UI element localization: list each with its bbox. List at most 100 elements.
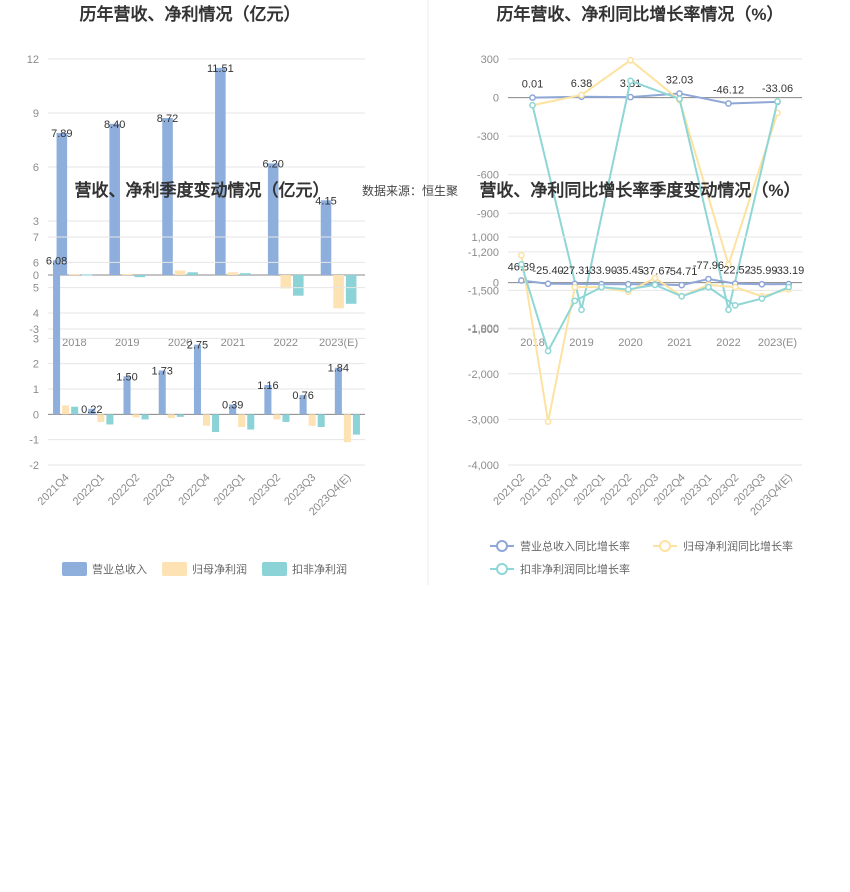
y-tick-label: -4,000 (468, 460, 499, 472)
bar-net-profit (174, 270, 186, 275)
bar-data-label: 8.72 (157, 113, 178, 125)
series-point (705, 283, 712, 291)
bar-deducted-profit (240, 273, 251, 275)
point-data-label: 0.01 (522, 79, 543, 91)
bar-net-profit (333, 275, 344, 309)
bar-revenue (158, 370, 166, 415)
bar-revenue (53, 260, 61, 415)
chart-title: 历年营收、净利情况（亿元） (80, 4, 301, 24)
annual-growth-chart: 历年营收、净利同比增长率情况（%） -1,800 -1,500 -1,200 -900 -… (468, 4, 802, 349)
bar-revenue (88, 408, 96, 415)
bar-deducted-profit (106, 414, 114, 425)
y-tick-label: -3,000 (468, 414, 499, 426)
bar-data-label: 0.22 (81, 404, 102, 416)
x-tick-label: 2022 (716, 337, 740, 349)
series-point (571, 283, 579, 291)
series-point (544, 280, 552, 288)
x-tick-label: 2021 (667, 337, 691, 349)
series-point (529, 101, 536, 109)
y-tick-label: -2,000 (468, 369, 499, 381)
bar-revenue (320, 200, 332, 275)
x-tick-label: 2023(E) (319, 337, 358, 349)
point-data-label: -25.40 (532, 265, 563, 277)
series-point (544, 347, 552, 355)
series-point (678, 292, 686, 300)
bar-data-label: 1.73 (152, 366, 173, 378)
bar-net-profit (121, 274, 133, 276)
bar-net-profit (167, 414, 175, 419)
bar-data-label: 1.84 (328, 363, 349, 375)
legend-marker (659, 540, 671, 552)
series-point (624, 286, 632, 293)
series-point (518, 277, 525, 284)
series-point (578, 306, 585, 314)
x-tick-label: 2021Q4 (36, 472, 72, 508)
legend-label: 归母净利润同比增长率 (683, 539, 793, 553)
bar-deducted-profit (345, 275, 357, 304)
bar-net-profit (238, 414, 246, 427)
y-tick-label: -600 (477, 170, 499, 182)
series-point (544, 418, 552, 426)
series-line (532, 59, 779, 269)
chart-title: 营收、净利季度变动情况（亿元） (75, 180, 330, 200)
bar-revenue (215, 67, 226, 275)
legend-marker (496, 563, 508, 575)
series-point (725, 261, 732, 269)
y-tick-label: -3 (29, 324, 39, 336)
bar-deducted-profit (81, 274, 93, 276)
series-point (578, 91, 585, 99)
point-data-label: -27.31 (559, 265, 590, 277)
point-data-label: -54.71 (666, 266, 697, 278)
y-tick-label: 2 (33, 359, 39, 371)
legend-swatch (262, 562, 287, 576)
y-tick-label: 0 (493, 278, 499, 290)
source-note: 数据来源：恒生聚 (362, 183, 458, 198)
bar-data-label: 11.51 (207, 63, 234, 75)
y-tick-label: -1,800 (468, 324, 499, 336)
bar-net-profit (343, 414, 351, 443)
bar-net-profit (69, 274, 80, 276)
y-tick-label: -900 (477, 208, 499, 220)
x-tick-label: 2022Q3 (141, 472, 177, 508)
y-tick-label: 4 (33, 308, 39, 320)
x-tick-label: 2020 (618, 337, 642, 349)
series-point (676, 90, 683, 97)
series-point (678, 281, 686, 289)
series-point (725, 306, 732, 314)
y-tick-label: 0 (493, 93, 499, 105)
series-point (731, 283, 739, 291)
y-tick-label: 5 (33, 283, 39, 295)
bar-revenue (334, 367, 342, 415)
series-point (705, 275, 712, 283)
y-tick-label: -1,500 (468, 285, 499, 297)
y-tick-label: -1,000 (468, 323, 499, 335)
point-data-label: -33.06 (762, 83, 793, 95)
y-tick-label: 12 (27, 54, 39, 66)
bar-deducted-profit (176, 414, 184, 417)
x-tick-label: 2022Q2 (106, 472, 142, 508)
series-point (598, 283, 605, 291)
point-data-label: 6.38 (571, 78, 592, 90)
legend-label: 营业总收入 (92, 562, 147, 576)
series-point (651, 281, 659, 289)
series-point (518, 251, 525, 259)
x-tick-label: 2022Q1 (71, 472, 107, 508)
bar-net-profit (62, 405, 70, 415)
y-tick-label: 6 (33, 257, 39, 269)
x-tick-label: 2019 (569, 337, 593, 349)
bar-data-label: 1.50 (116, 371, 137, 383)
series-point (758, 280, 766, 288)
series-point (529, 94, 536, 101)
point-data-label: -35.45 (613, 265, 644, 277)
x-tick-label: 2022Q4 (176, 472, 212, 508)
x-tick-label: 2018 (62, 337, 86, 349)
legend-swatch (162, 562, 187, 576)
legend-marker (496, 540, 508, 552)
bar-data-label: 4.15 (315, 195, 336, 207)
bar-deducted-profit (71, 406, 79, 415)
series-point (624, 280, 632, 288)
x-tick-label: 2023Q2 (247, 472, 283, 508)
y-tick-label: 3 (33, 333, 39, 345)
x-tick-label: 2023Q3 (282, 472, 318, 508)
bar-deducted-profit (187, 272, 198, 275)
